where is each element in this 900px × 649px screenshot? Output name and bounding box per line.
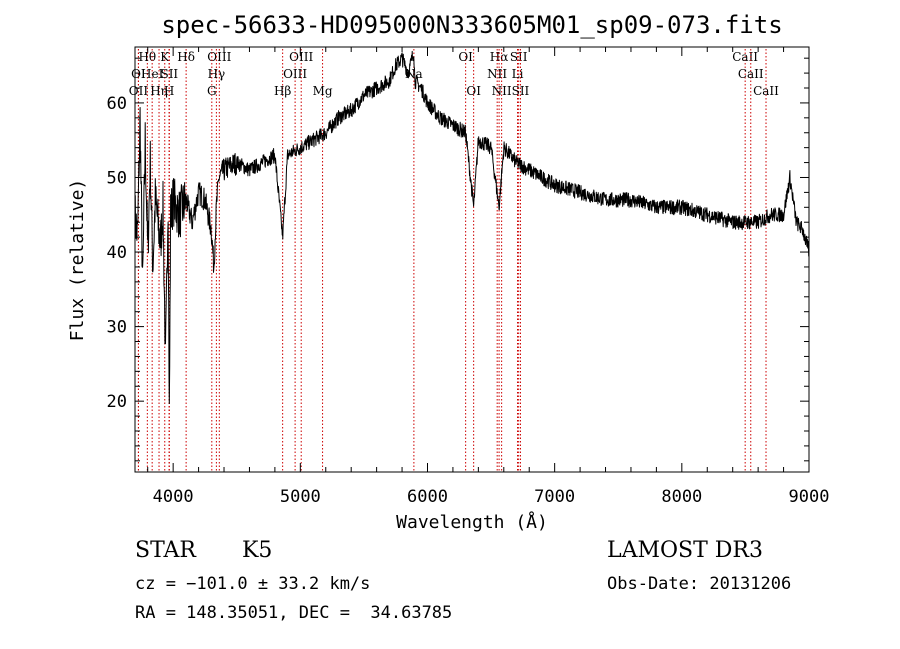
y-tick-label: 60: [107, 94, 127, 114]
line-marker-label: HeI: [141, 67, 164, 81]
observation-date: Obs-Date: 20131206: [607, 574, 792, 594]
line-marker-label: CaII: [738, 67, 764, 81]
line-marker-label: Hθ: [138, 50, 156, 64]
line-marker-label: K: [160, 50, 170, 64]
y-tick-label: 50: [107, 168, 127, 188]
line-marker-label: Hγ: [208, 67, 226, 81]
object-subclass: K5: [242, 538, 273, 563]
axis-ticks: 4000 5000 6000 7000 8000 9000 20 30 40 50 60: [107, 47, 830, 507]
line-marker-label: Hδ: [177, 50, 195, 64]
line-marker-label: SII: [512, 84, 530, 98]
line-marker-label: Hη: [150, 84, 168, 98]
line-marker-label: SII: [510, 50, 528, 64]
redshift-cz: cz = −101.0 ± 33.2 km/s: [135, 574, 371, 594]
line-marker-label: H: [164, 84, 174, 98]
y-tick-label: 40: [107, 243, 127, 263]
line-marker-label: NII: [487, 67, 507, 81]
x-tick-label: 7000: [534, 487, 575, 507]
x-tick-label: 6000: [407, 487, 448, 507]
y-tick-label: 20: [107, 392, 127, 412]
x-tick-label: 4000: [153, 487, 194, 507]
line-marker-label: Mg: [313, 84, 333, 98]
line-marker-label: NII: [492, 84, 512, 98]
y-tick-label: 30: [107, 318, 127, 338]
line-marker-label: CaII: [753, 84, 779, 98]
x-axis-label: Wavelength (Å): [396, 511, 548, 533]
line-marker-label: CaII: [732, 50, 758, 64]
survey-name: LAMOST DR3: [607, 538, 763, 563]
line-marker-label: OIII: [283, 67, 307, 81]
x-tick-label: 5000: [280, 487, 321, 507]
line-marker-label: Li: [512, 67, 524, 81]
plot-frame: [134, 46, 810, 473]
object-class: STAR: [135, 538, 196, 563]
x-tick-label: 8000: [661, 487, 702, 507]
line-marker-label: OIII: [289, 50, 313, 64]
spectrum-trace: [134, 50, 810, 404]
line-marker-label: Hβ: [274, 84, 291, 98]
line-marker-label: OIII: [207, 50, 231, 64]
y-axis-label: Flux (relative): [67, 179, 88, 342]
sky-coordinates: RA = 148.35051, DEC = 34.63785: [135, 603, 453, 623]
line-marker-label: G: [207, 84, 217, 98]
line-marker-label: OI: [466, 84, 481, 98]
chart-title: spec-56633-HD095000N333605M01_sp09-073.f…: [161, 11, 782, 39]
line-marker-label: Hα: [490, 50, 509, 64]
x-tick-label: 9000: [789, 487, 830, 507]
series-layer: [134, 50, 810, 404]
line-marker-label: OI: [458, 50, 473, 64]
spectrum-chart: spec-56633-HD095000N333605M01_sp09-073.f…: [67, 11, 830, 533]
